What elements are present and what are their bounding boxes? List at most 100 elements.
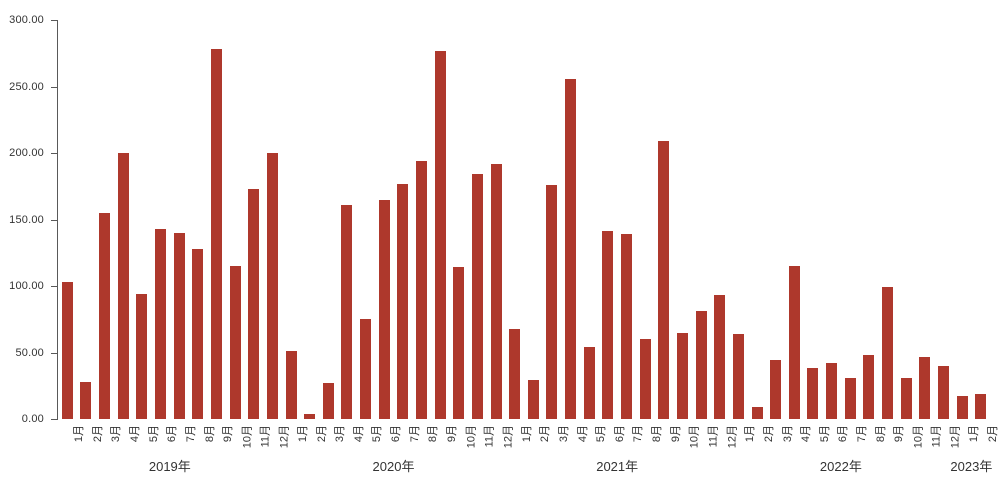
x-tick-slot: 2月 — [971, 421, 999, 461]
bar-slot — [580, 20, 599, 419]
x-tick-slot: 7月 — [394, 421, 421, 461]
x-tick-slot: 7月 — [170, 421, 197, 461]
bar-slot — [226, 20, 245, 419]
bar-slot — [617, 20, 636, 419]
bar-slot — [860, 20, 879, 419]
bar — [788, 266, 800, 419]
bar — [621, 234, 633, 419]
y-tick-mark — [51, 352, 57, 354]
bar-slot — [188, 20, 207, 419]
bar-slot — [561, 20, 580, 419]
bar — [956, 396, 968, 419]
bar — [900, 377, 912, 419]
y-tick-mark — [51, 286, 57, 287]
bar — [360, 319, 372, 419]
bar-slot — [934, 20, 953, 419]
bar — [695, 311, 707, 419]
x-tick-slot: 3月 — [543, 421, 570, 461]
x-tick-slot: 9月 — [207, 421, 234, 461]
bar-slot — [375, 20, 394, 419]
y-tick-mark — [51, 153, 57, 154]
y-tick-mark — [51, 20, 57, 21]
x-tick-slot: 5月 — [133, 421, 160, 461]
bar-slot — [412, 20, 431, 419]
x-tick-slot: 12月 — [487, 421, 514, 461]
bar-slot — [431, 20, 450, 419]
y-tick-label: 100.00 — [9, 280, 44, 292]
bar — [583, 347, 595, 419]
bar-slot — [151, 20, 170, 419]
x-tick-slot: 3月 — [95, 421, 123, 461]
bar — [99, 212, 111, 419]
bar — [844, 377, 856, 419]
bar — [210, 49, 222, 419]
bar-slot — [748, 20, 767, 419]
x-tick-slot: 6月 — [822, 421, 850, 461]
x-tick-slot: 8月 — [412, 421, 440, 461]
plot-area — [58, 20, 990, 419]
x-tick-slot: 5月 — [580, 421, 607, 461]
bar-slot — [300, 20, 319, 419]
bar-slot — [207, 20, 226, 419]
bar — [807, 368, 819, 419]
bar — [173, 232, 185, 419]
bar — [192, 248, 204, 419]
bar-slot — [133, 20, 152, 419]
x-axis-year-labels: 2019年 2020年 2021年 2022年 2023年 — [58, 456, 993, 474]
bar-slot — [785, 20, 804, 419]
x-tick-slot: 6月 — [151, 421, 179, 461]
x-tick-slot: 9月 — [878, 421, 906, 461]
bar — [136, 293, 148, 419]
bar-slot — [338, 20, 357, 419]
bar — [658, 141, 670, 419]
x-tick-slot: 2月 — [77, 421, 104, 461]
bar-slot — [655, 20, 674, 419]
x-tick-slot: 11月 — [915, 421, 943, 461]
x-tick-slot: 5月 — [356, 421, 384, 461]
bar — [565, 78, 577, 419]
bar-slot — [915, 20, 934, 419]
bar — [322, 383, 334, 419]
y-tick-mark — [51, 219, 57, 221]
bar-slot — [636, 20, 655, 419]
bar — [471, 174, 483, 419]
bar — [248, 188, 260, 419]
bar-slot — [953, 20, 972, 419]
bar — [285, 351, 297, 419]
x-tick-slot: 5月 — [804, 421, 831, 461]
x-tick-slot: 3月 — [319, 421, 346, 461]
bar — [415, 160, 427, 419]
bar — [434, 50, 446, 419]
y-tick-label: 200.00 — [9, 147, 44, 159]
x-tick-slot: 8月 — [188, 421, 216, 461]
x-tick-slot: 7月 — [841, 421, 868, 461]
bar-slot — [244, 20, 263, 419]
x-tick-slot: 6月 — [599, 421, 626, 461]
bar — [770, 360, 782, 419]
x-tick-slot: 2月 — [748, 421, 775, 461]
y-tick-label: 250.00 — [9, 80, 44, 93]
bar — [546, 184, 558, 419]
bar — [919, 356, 931, 419]
year-label: 2023年 — [950, 459, 993, 474]
x-tick-slot: 11月 — [468, 421, 495, 461]
x-tick-slot: 2月 — [524, 421, 551, 461]
x-tick-slot: 4月 — [561, 421, 589, 461]
x-tick-slot: 10月 — [449, 421, 477, 461]
bar-slot — [487, 20, 506, 419]
x-tick-slot: 1月 — [282, 421, 309, 461]
y-tick-label: 300.00 — [9, 14, 44, 26]
y-tick-mark — [51, 86, 57, 88]
bar-slot — [356, 20, 375, 419]
bar-slot — [95, 20, 114, 419]
bar — [937, 365, 949, 419]
bar — [863, 355, 875, 419]
bar-slot — [878, 20, 897, 419]
x-tick-slot: 10月 — [226, 421, 253, 461]
x-tick-slot: 6月 — [375, 421, 402, 461]
bar-slot — [282, 20, 301, 419]
x-tick-slot: 2月 — [300, 421, 328, 461]
bar — [155, 228, 167, 419]
bar-slot — [394, 20, 413, 419]
bar — [229, 266, 241, 419]
